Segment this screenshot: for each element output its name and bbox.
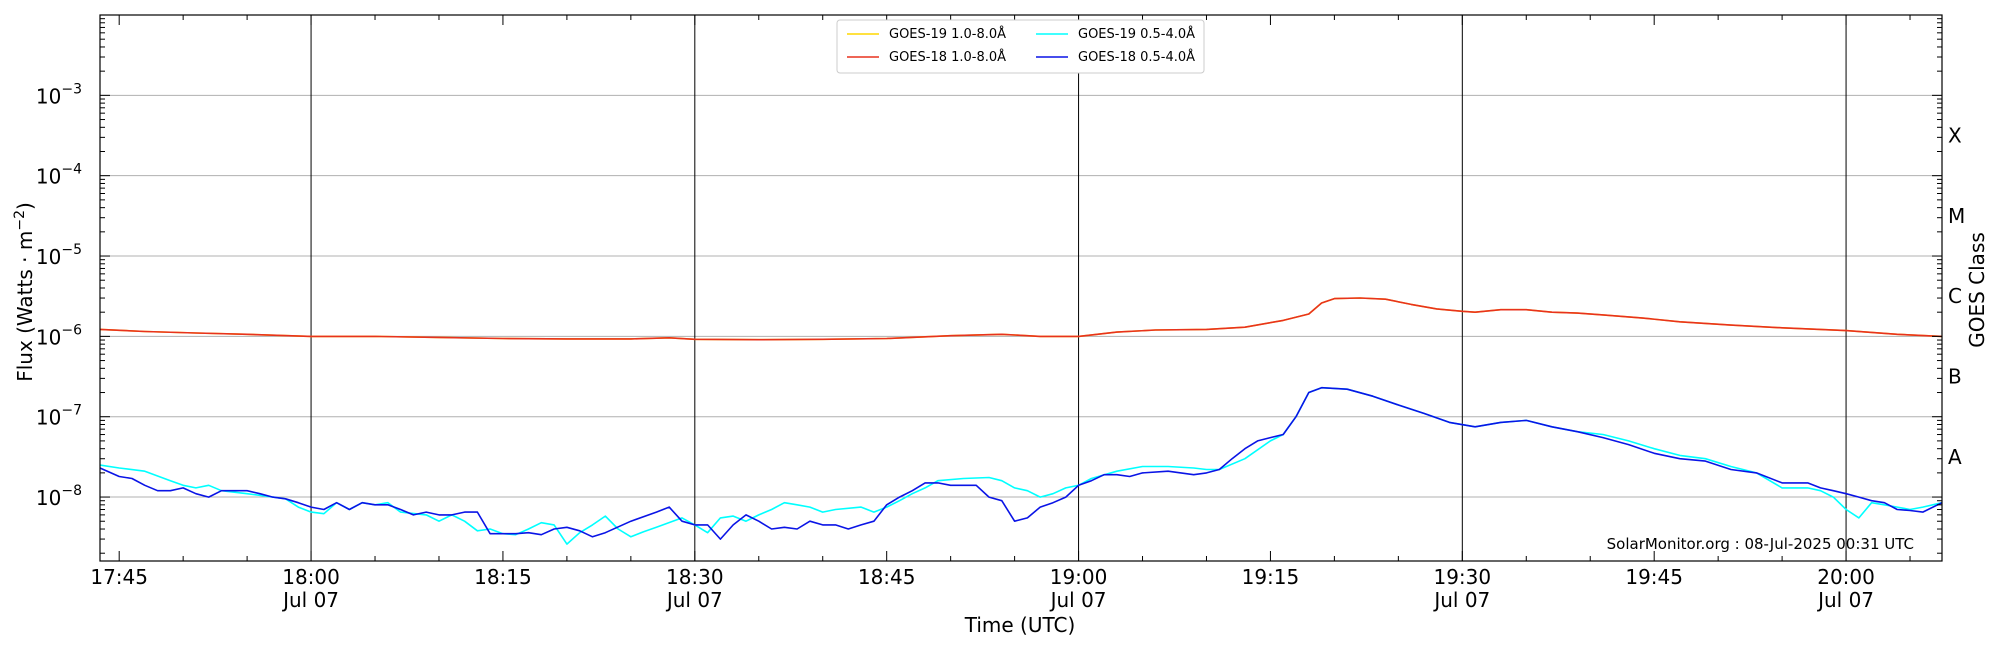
legend-label: GOES-18 1.0-8.0Å [889, 49, 1006, 65]
y-axis-label: Flux (Watts · m−2) [12, 202, 37, 382]
goes-class-label: M [1948, 204, 1965, 228]
y-tick-label: 10−7 [36, 403, 82, 430]
axis-ticks [100, 14, 1942, 561]
legend-label: GOES-19 0.5-4.0Å [1078, 26, 1195, 42]
day-marker-lines [310, 15, 1847, 561]
x-tick-label: 19:00 [1050, 565, 1108, 589]
goes-class-label: B [1948, 365, 1962, 389]
data-series [99, 297, 1943, 545]
goes-class-labels: A B C M X [1948, 124, 1965, 469]
series-line [99, 297, 1943, 341]
legend-label: GOES-18 0.5-4.0Å [1078, 49, 1195, 65]
x-tick-label: 19:30 [1433, 565, 1491, 589]
goes-class-label: C [1948, 284, 1962, 308]
goes-class-label: A [1948, 445, 1962, 469]
x-tick-label: 18:00 [282, 565, 340, 589]
x-tick-label: 17:45 [90, 565, 148, 589]
x-tick-date-label: Jul 07 [665, 588, 723, 612]
legend: GOES-19 1.0-8.0Å GOES-18 1.0-8.0Å GOES-19 … [836, 19, 1205, 74]
legend-box [836, 19, 1205, 74]
y-tick-label: 10−6 [36, 322, 82, 349]
goes-class-axis-label: GOES Class [1965, 232, 1989, 348]
series-line [99, 386, 1943, 545]
x-tick-date-label: Jul 07 [1049, 588, 1107, 612]
legend-label: GOES-19 1.0-8.0Å [889, 26, 1006, 42]
x-tick-date-label: Jul 07 [281, 588, 339, 612]
goes-class-label: X [1948, 124, 1962, 148]
x-tick-label: 18:45 [858, 565, 916, 589]
x-tick-label: 19:15 [1242, 565, 1300, 589]
y-tick-label: 10−3 [36, 81, 82, 108]
y-tick-label: 10−5 [36, 242, 82, 269]
x-tick-label: 20:00 [1817, 565, 1875, 589]
y-tick-labels: 10−8 10−7 10−6 10−5 10−4 10−3 [36, 81, 82, 510]
plot-frame [99, 14, 1943, 562]
x-axis-label: Time (UTC) [964, 613, 1076, 637]
source-timestamp-annotation: SolarMonitor.org : 08-Jul-2025 00:31 UTC [1607, 535, 1914, 553]
x-tick-date-label: Jul 07 [1432, 588, 1490, 612]
x-tick-label: 19:45 [1625, 565, 1683, 589]
y-tick-label: 10−4 [36, 162, 82, 189]
x-tick-date-label: Jul 07 [1816, 588, 1874, 612]
x-tick-label: 18:30 [666, 565, 724, 589]
x-tick-label: 18:15 [474, 565, 532, 589]
series-line [99, 386, 1943, 540]
y-tick-label: 10−8 [36, 483, 82, 510]
